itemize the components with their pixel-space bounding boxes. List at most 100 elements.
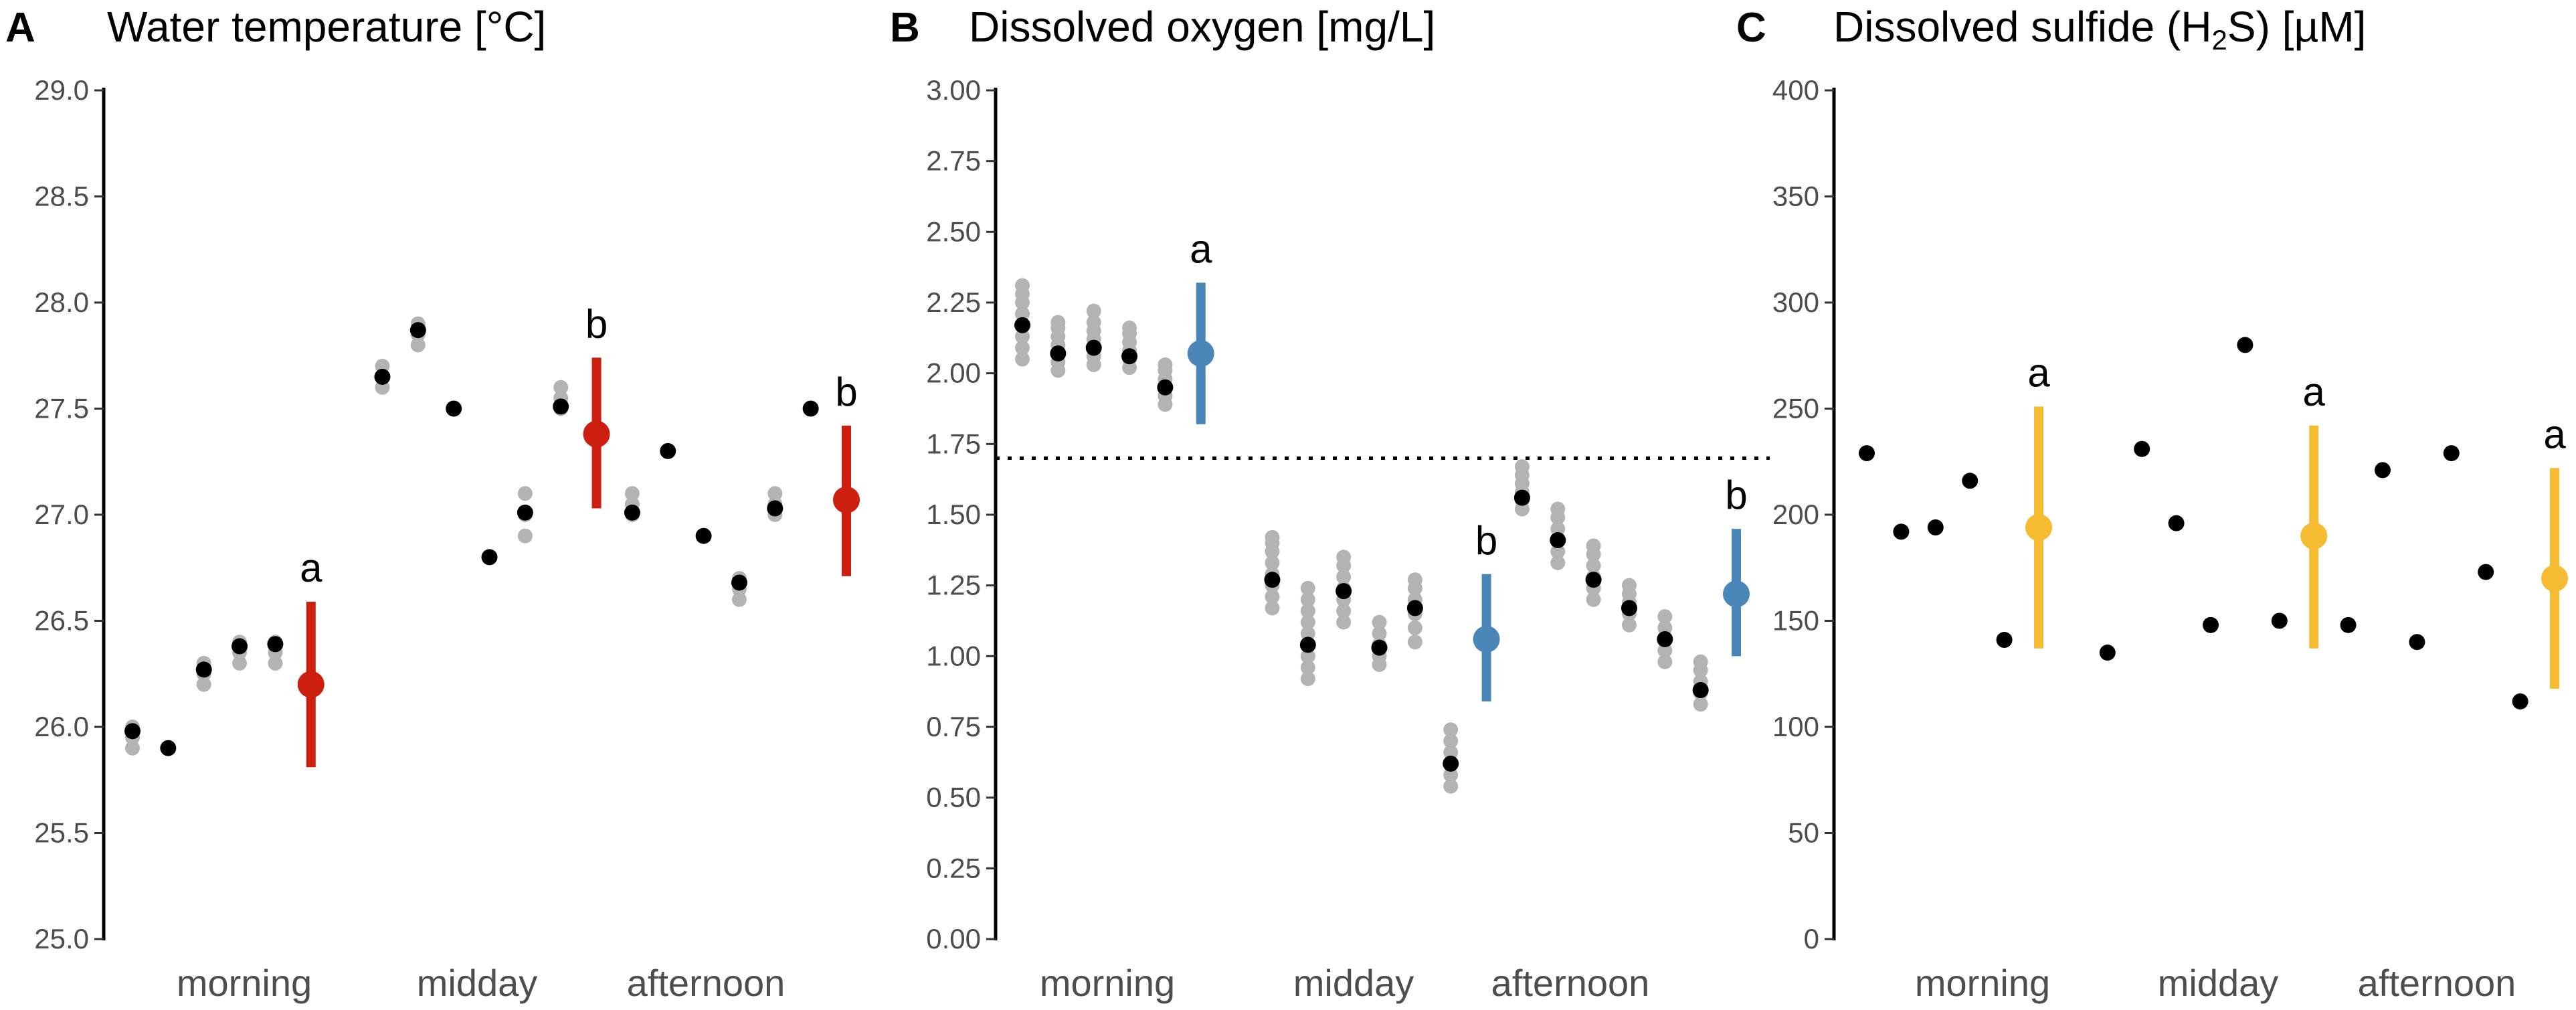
sample-mean-point bbox=[1050, 345, 1067, 362]
sample-mean-point bbox=[232, 638, 248, 655]
panel-letter: C bbox=[1736, 5, 1766, 51]
sample-mean-point bbox=[1962, 473, 1979, 489]
raw-observation-point bbox=[1621, 617, 1637, 633]
y-tick-label: 27.5 bbox=[34, 393, 89, 424]
sample-mean-point bbox=[1085, 339, 1102, 356]
y-tick-label: 200 bbox=[1772, 499, 1819, 530]
panel-title: Dissolved oxygen [mg/L] bbox=[969, 3, 1435, 51]
group-mean-point bbox=[1723, 580, 1750, 608]
raw-observation-point bbox=[1300, 592, 1315, 607]
sample-mean-point bbox=[2443, 445, 2460, 462]
y-tick-label: 1.00 bbox=[926, 640, 981, 671]
raw-observation-point bbox=[1550, 521, 1566, 537]
sample-mean-point bbox=[2340, 616, 2357, 633]
y-tick-label: 150 bbox=[1772, 605, 1819, 637]
y-tick-label: 2.50 bbox=[926, 216, 981, 247]
sample-mean-point bbox=[1657, 630, 1673, 647]
raw-observation-point bbox=[1372, 626, 1387, 641]
title-end: S) [µM] bbox=[2227, 3, 2367, 51]
raw-observation-point bbox=[1621, 578, 1637, 593]
raw-observation-point bbox=[1300, 614, 1315, 630]
y-tick-label: 2.25 bbox=[926, 286, 981, 318]
raw-observation-point bbox=[232, 655, 248, 671]
raw-observation-point bbox=[1693, 654, 1708, 669]
raw-observation-point bbox=[517, 486, 533, 501]
sample-mean-point bbox=[1336, 583, 1352, 600]
raw-observation-point bbox=[1443, 767, 1459, 782]
y-tick-label: 1.25 bbox=[926, 570, 981, 601]
raw-observation-point bbox=[1372, 614, 1387, 630]
sample-mean-point bbox=[195, 661, 212, 678]
raw-observation-point bbox=[1086, 315, 1101, 330]
raw-observation-point bbox=[553, 380, 569, 395]
raw-observation-point bbox=[1300, 603, 1315, 618]
sample-mean-point bbox=[1621, 600, 1637, 616]
sample-mean-point bbox=[1443, 755, 1459, 772]
x-category-label: afternoon bbox=[2358, 962, 2516, 1004]
sample-mean-point bbox=[660, 442, 676, 459]
group-mean-point bbox=[833, 486, 860, 513]
sample-mean-point bbox=[1014, 317, 1030, 333]
raw-observation-point bbox=[1407, 620, 1422, 636]
group-mean-point bbox=[2300, 522, 2328, 550]
raw-observation-point bbox=[125, 740, 140, 756]
panel-letter: A bbox=[5, 5, 35, 51]
raw-observation-point bbox=[1657, 620, 1673, 636]
sample-mean-point bbox=[446, 400, 462, 417]
y-tick-label: 27.0 bbox=[34, 499, 89, 530]
y-tick-label: 28.0 bbox=[34, 286, 89, 318]
panel-dissolved-sulfide: C Dissolved sulfide (H2S) [µM] 0 50 100 150… bbox=[1736, 3, 2568, 1004]
raw-observation-point bbox=[1657, 643, 1673, 658]
y-tick-label: 300 bbox=[1772, 286, 1819, 318]
raw-observation-point bbox=[196, 677, 211, 692]
y-tick-label: 26.0 bbox=[34, 711, 89, 742]
raw-observation-point bbox=[268, 655, 283, 671]
sample-mean-point bbox=[553, 398, 569, 415]
sample-mean-point bbox=[1893, 523, 1910, 540]
raw-observation-point bbox=[1443, 722, 1459, 738]
group-mean-point bbox=[1187, 340, 1214, 367]
sample-mean-point bbox=[2099, 645, 2116, 661]
raw-observation-point bbox=[1086, 303, 1101, 319]
raw-observation-point bbox=[1586, 538, 1601, 554]
sample-mean-point bbox=[160, 740, 177, 756]
raw-observation-point bbox=[1657, 609, 1673, 624]
panel-title: Dissolved sulfide (H2S) [µM] bbox=[1833, 3, 2366, 56]
sample-mean-point bbox=[1371, 639, 1388, 656]
raw-observation-point bbox=[1443, 778, 1459, 794]
y-tick-label: 28.5 bbox=[34, 181, 89, 212]
raw-observation-point bbox=[1693, 697, 1708, 712]
significance-letter: a bbox=[2303, 369, 2326, 414]
raw-observation-point bbox=[1265, 555, 1280, 570]
raw-observation-point bbox=[1015, 278, 1030, 293]
raw-observation-point bbox=[1550, 555, 1566, 570]
panel-title: Water temperature [°C] bbox=[107, 3, 546, 51]
raw-observation-point bbox=[1158, 357, 1173, 372]
sample-mean-point bbox=[1299, 637, 1316, 653]
sample-mean-point bbox=[517, 504, 533, 521]
sample-mean-point bbox=[409, 322, 426, 339]
sample-mean-point bbox=[1157, 379, 1174, 396]
x-category-label: morning bbox=[1040, 962, 1175, 1004]
y-tick-label: 2.00 bbox=[926, 357, 981, 389]
sample-mean-point bbox=[767, 500, 784, 517]
sample-mean-point bbox=[731, 574, 747, 591]
raw-observation-point bbox=[410, 337, 426, 353]
raw-observation-point bbox=[1265, 529, 1280, 545]
raw-observation-point bbox=[1015, 329, 1030, 344]
title-main: Dissolved sulfide (H bbox=[1833, 3, 2212, 51]
significance-letter: b bbox=[585, 301, 608, 346]
title-subscript: 2 bbox=[2212, 24, 2227, 56]
significance-letter: b bbox=[1725, 473, 1747, 517]
group-mean-point bbox=[2025, 514, 2052, 541]
plot-area: 0.00 0.25 0.50 0.75 1.00 1.25 1.50 1.75 2.00 2.25… bbox=[926, 74, 1770, 1004]
sample-mean-point bbox=[1264, 572, 1281, 588]
sample-mean-point bbox=[2409, 634, 2425, 651]
raw-observation-point bbox=[1514, 459, 1530, 475]
raw-observation-point bbox=[1657, 654, 1673, 669]
group-mean-point bbox=[583, 420, 610, 448]
raw-observation-point bbox=[624, 486, 640, 501]
raw-observation-point bbox=[1300, 671, 1315, 687]
raw-observation-point bbox=[1407, 635, 1422, 650]
y-tick-label: 29.0 bbox=[34, 74, 89, 106]
